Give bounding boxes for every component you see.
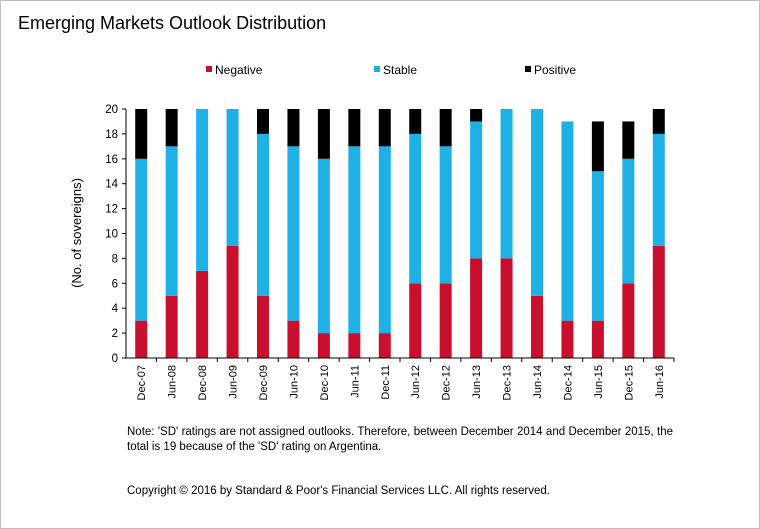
bar-positive-dec-12 [439, 109, 452, 147]
legend-swatch-negative [206, 66, 212, 72]
y-tick-label: 20 [105, 104, 118, 116]
bar-stable-jun-11 [348, 146, 361, 334]
copyright-notice: Copyright © 2016 by Standard & Poor's Fi… [127, 485, 550, 497]
bar-negative-dec-12 [439, 283, 452, 358]
legend-label-stable: Stable [383, 63, 417, 77]
legend-label-negative: Negative [215, 63, 263, 77]
bar-stable-dec-15 [622, 158, 635, 284]
bar-stable-jun-13 [470, 121, 483, 259]
bar-positive-jun-15 [591, 121, 604, 172]
bar-negative-jun-15 [591, 320, 604, 358]
y-axis: 0 2 4 6 8 10 12 14 16 18 20 [105, 104, 127, 365]
bar-positive-jun-12 [409, 109, 422, 134]
x-tick-label: Dec-12 [441, 365, 453, 400]
y-tick-label: 2 [112, 328, 118, 340]
bar-stable-jun-16 [652, 133, 665, 246]
bar-negative-jun-10 [287, 320, 300, 358]
bar-positive-dec-09 [257, 109, 269, 134]
footnote: Note: 'SD' ratings are not assigned outl… [127, 426, 673, 453]
bar-positive-jun-13 [470, 109, 483, 122]
bar-positive-jun-11 [348, 109, 361, 147]
x-tick-label: Jun-11 [349, 365, 361, 398]
legend-swatch-stable [374, 66, 380, 72]
bar-stable-dec-12 [439, 146, 452, 284]
y-tick-label: 14 [105, 179, 118, 191]
bar-stable-dec-08 [196, 109, 209, 271]
bar-stable-jun-10 [287, 146, 300, 321]
x-tick-label: Dec-10 [319, 365, 331, 400]
x-tick-label: Dec-15 [623, 365, 635, 400]
bar-negative-dec-13 [500, 258, 513, 358]
bar-positive-dec-11 [378, 109, 391, 147]
bar-stable-jun-14 [531, 109, 543, 296]
x-tick-label: Dec-14 [562, 365, 574, 400]
bar-negative-jun-14 [531, 295, 543, 358]
chart-title: Emerging Markets Outlook Distribution [18, 13, 327, 33]
bar-stable-jun-09 [226, 109, 239, 246]
bar-stable-dec-07 [135, 158, 148, 321]
x-tick-label: Jun-10 [288, 365, 300, 399]
bar-negative-jun-13 [470, 258, 483, 358]
bar-stable-dec-09 [257, 133, 269, 296]
bar-positive-dec-15 [622, 121, 635, 159]
y-tick-label: 4 [112, 303, 119, 315]
bar-positive-jun-16 [652, 109, 665, 134]
x-tick-label: Dec-13 [502, 365, 514, 400]
bar-stable-dec-10 [317, 158, 330, 334]
legend: Negative Stable Positive [206, 63, 576, 77]
bar-negative-dec-08 [196, 270, 209, 358]
bar-negative-dec-10 [317, 333, 330, 358]
x-axis: Dec-07 Jun-08 Dec-08 Jun-09 Dec-09 Jun-10 Dec-… [126, 357, 675, 400]
y-tick-label: 6 [112, 278, 118, 290]
bar-stable-dec-13 [500, 109, 513, 259]
bar-negative-jun-09 [226, 245, 239, 358]
y-tick-label: 10 [105, 229, 118, 241]
bar-positive-jun-10 [287, 109, 300, 147]
x-tick-label: Jun-15 [593, 365, 605, 399]
bar-stable-dec-11 [378, 146, 391, 334]
x-tick-label: Dec-07 [136, 365, 148, 400]
legend-label-positive: Positive [534, 63, 576, 77]
bar-negative-jun-16 [652, 245, 665, 358]
bar-negative-dec-11 [378, 333, 391, 358]
y-tick-label: 18 [105, 129, 118, 141]
x-tick-label: Jun-12 [410, 365, 422, 399]
bar-negative-dec-09 [257, 295, 269, 358]
bars [135, 109, 665, 358]
y-axis-label: (No. of sovereigns) [69, 178, 84, 288]
bar-negative-dec-15 [622, 283, 635, 358]
x-tick-label: Jun-16 [654, 365, 666, 399]
y-tick-label: 16 [105, 154, 118, 166]
bar-negative-dec-14 [561, 320, 574, 358]
bar-negative-jun-11 [348, 333, 361, 358]
bar-positive-dec-07 [135, 109, 148, 159]
bar-stable-jun-08 [165, 146, 178, 296]
x-tick-label: Dec-08 [197, 365, 209, 400]
x-tick-label: Jun-09 [228, 365, 240, 399]
y-tick-label: 0 [112, 353, 118, 365]
bar-positive-dec-10 [317, 109, 330, 159]
bar-stable-jun-12 [409, 133, 422, 284]
legend-swatch-positive [525, 66, 531, 72]
x-tick-label: Jun-13 [471, 365, 483, 399]
y-tick-label: 8 [112, 253, 118, 265]
bar-positive-jun-08 [165, 109, 178, 147]
bar-negative-jun-12 [409, 283, 422, 358]
x-tick-label: Jun-14 [532, 365, 544, 399]
x-tick-label: Dec-09 [258, 365, 270, 400]
bar-stable-dec-14 [561, 121, 574, 321]
x-tick-label: Jun-08 [167, 365, 179, 399]
bar-negative-jun-08 [165, 295, 178, 358]
y-tick-label: 12 [105, 204, 118, 216]
bar-stable-jun-15 [591, 171, 604, 321]
bar-negative-dec-07 [135, 320, 148, 358]
x-tick-label: Dec-11 [380, 365, 392, 400]
